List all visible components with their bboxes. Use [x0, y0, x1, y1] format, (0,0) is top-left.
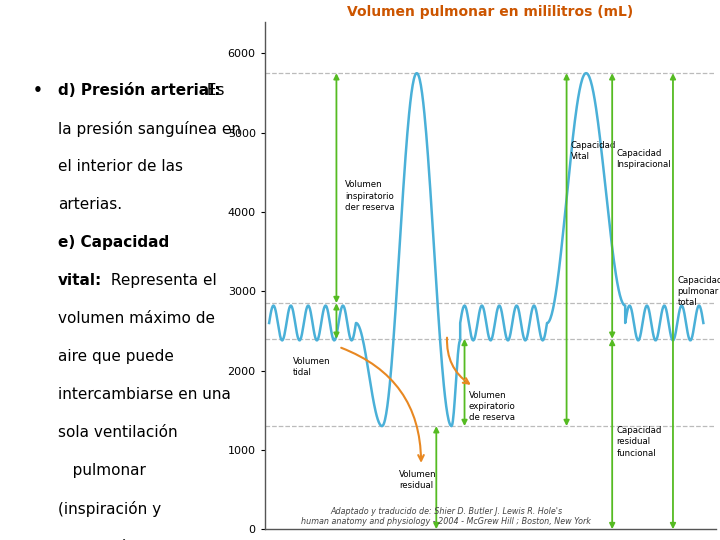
Text: d) Presión arterial:: d) Presión arterial:	[58, 83, 220, 98]
Text: Volumen
tidal: Volumen tidal	[293, 356, 330, 377]
Text: Es: Es	[202, 83, 224, 98]
Text: (inspiración y: (inspiración y	[58, 501, 161, 517]
Text: Capacidad
residual
funcional: Capacidad residual funcional	[616, 427, 662, 457]
Text: •: •	[32, 83, 48, 98]
Text: pulmonar: pulmonar	[58, 463, 146, 478]
Text: Volumen
expiratorio
de reserva: Volumen expiratorio de reserva	[469, 390, 516, 422]
Text: Capacidad
Inspiracional: Capacidad Inspiracional	[616, 148, 671, 168]
Text: Volumen
inspiratorio
der reserva: Volumen inspiratorio der reserva	[345, 180, 395, 212]
Text: arterias.: arterias.	[58, 197, 122, 212]
Text: e) Capacidad: e) Capacidad	[58, 235, 169, 250]
Text: aire que puede: aire que puede	[58, 349, 174, 364]
Text: intercambiarse en una: intercambiarse en una	[58, 387, 231, 402]
Text: Capacidad
Vital: Capacidad Vital	[571, 140, 616, 161]
Title: Volumen pulmonar en mililitros (mL): Volumen pulmonar en mililitros (mL)	[348, 5, 634, 19]
Text: Adaptado y traducido de: Shier D. Butler J. Lewis R. Hole's
human anatomy and ph: Adaptado y traducido de: Shier D. Butler…	[302, 507, 591, 526]
Text: espiración).: espiración).	[58, 539, 148, 540]
Text: vital:: vital:	[58, 273, 102, 288]
Text: Representa el: Representa el	[107, 273, 217, 288]
Text: el interior de las: el interior de las	[58, 159, 183, 174]
Text: sola ventilación: sola ventilación	[58, 425, 178, 440]
Text: volumen máximo de: volumen máximo de	[58, 311, 215, 326]
Text: la presión sanguínea en: la presión sanguínea en	[58, 120, 241, 137]
Text: Volumen
residual: Volumen residual	[400, 470, 437, 490]
Text: Capacidad
pulmonar
total: Capacidad pulmonar total	[678, 275, 720, 307]
